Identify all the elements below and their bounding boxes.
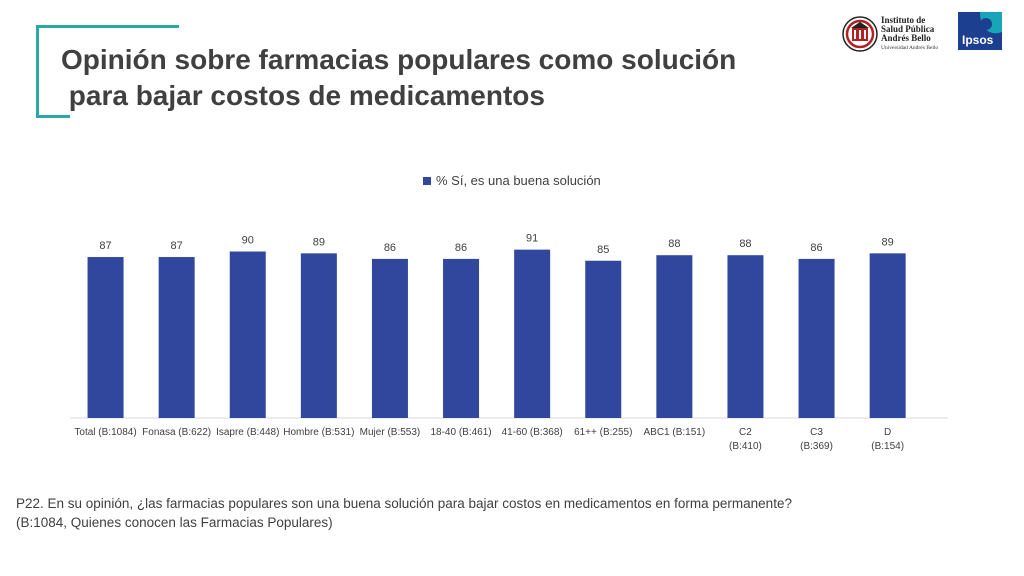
category-tick-label: ABC1 (B:151) [643, 427, 705, 438]
legend-swatch [423, 176, 431, 185]
footnote-base: (B:1084, Quienes conocen las Farmacias P… [16, 515, 333, 530]
bar [514, 249, 551, 418]
category-tick-label: Isapre (B:448) [216, 427, 279, 438]
data-label: 91 [526, 233, 538, 245]
category-tick-label: (B:369) [800, 441, 833, 452]
data-label: 90 [242, 235, 254, 247]
bar [300, 253, 337, 418]
bar [869, 253, 906, 418]
bar [87, 257, 124, 418]
bar [727, 255, 764, 418]
bar [585, 260, 622, 418]
category-tick-label: (B:154) [871, 441, 904, 452]
isp-seal-icon [842, 16, 878, 52]
data-label: 87 [99, 240, 111, 252]
isp-name-line-2: Salud Pública [881, 24, 935, 34]
data-label: 85 [597, 244, 609, 256]
footnote-question: P22. En su opinión, ¿las farmacias popul… [16, 496, 792, 511]
category-tick-label: 18-40 (B:461) [430, 427, 491, 438]
isp-name-line-1: Instituto de [881, 15, 926, 25]
data-label: 88 [668, 238, 680, 250]
data-label: 86 [455, 242, 467, 254]
data-label: 86 [810, 242, 822, 254]
bar-chart: 87 Total (B:1084) 87 Fonasa (B:622) 90 Isapre… [70, 233, 948, 452]
isp-university: Universidad Andrés Bello [881, 45, 939, 51]
legend-label: % Sí, es una buena solución [436, 173, 601, 188]
data-label: 89 [882, 236, 894, 248]
data-label: 89 [313, 236, 325, 248]
category-tick-label: 41-60 (B:368) [502, 427, 563, 438]
bar [158, 257, 195, 418]
title-bracket-foot [36, 115, 70, 118]
category-tick-label: D [884, 427, 891, 438]
footnote: P22. En su opinión, ¿las farmacias popul… [16, 494, 996, 532]
title-line-1: Opinión sobre farmacias populares como s… [61, 44, 737, 75]
category-tick-label: 61++ (B:255) [574, 427, 632, 438]
data-label: 87 [171, 240, 183, 252]
bar [798, 258, 835, 418]
category-tick-label: C2 [739, 427, 752, 438]
ipsos-logo-icon: Ipsos [958, 12, 1002, 50]
bar [443, 258, 480, 418]
category-tick-label: C3 [810, 427, 823, 438]
title-bracket [36, 25, 179, 118]
bar [229, 251, 266, 418]
category-tick-label: Fonasa (B:622) [142, 427, 211, 438]
category-tick-label: Hombre (B:531) [283, 427, 354, 438]
title-line-2: para bajar costos de medicamentos [61, 80, 545, 111]
data-label: 88 [739, 238, 751, 250]
page-title: Opinión sobre farmacias populares como s… [61, 42, 821, 114]
bar [656, 255, 693, 418]
chart-legend: % Sí, es una buena solución [423, 173, 601, 188]
bar [371, 258, 408, 418]
category-tick-label: Total (B:1084) [74, 427, 136, 438]
isp-name-line-3: Andrés Bello [881, 33, 931, 43]
isp-logo: Instituto de Salud Pública Andrés Bello … [840, 14, 946, 56]
category-tick-label: Mujer (B:553) [360, 427, 421, 438]
data-label: 86 [384, 242, 396, 254]
category-tick-label: (B:410) [729, 441, 762, 452]
isp-name: Instituto de Salud Pública Andrés Bello [881, 16, 934, 43]
ipsos-logo-text: Ipsos [962, 33, 994, 47]
